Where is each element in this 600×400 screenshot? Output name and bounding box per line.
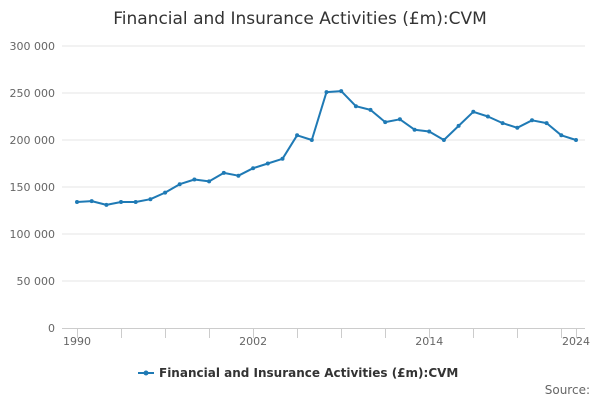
data-point[interactable] bbox=[133, 200, 138, 204]
legend-label: Financial and Insurance Activities (£m):… bbox=[159, 366, 458, 380]
data-point[interactable] bbox=[544, 121, 549, 126]
x-tick-label: 2014 bbox=[415, 335, 443, 348]
data-point[interactable] bbox=[192, 177, 197, 182]
legend[interactable]: Financial and Insurance Activities (£m):… bbox=[138, 366, 458, 380]
data-point[interactable] bbox=[530, 118, 534, 123]
data-point[interactable] bbox=[574, 138, 578, 142]
y-tick-label: 250 000 bbox=[10, 87, 56, 100]
data-point[interactable] bbox=[324, 90, 329, 95]
data-point[interactable] bbox=[397, 117, 402, 122]
data-point[interactable] bbox=[280, 156, 285, 161]
data-point[interactable] bbox=[148, 197, 153, 202]
data-point[interactable] bbox=[177, 182, 182, 187]
data-point[interactable] bbox=[368, 107, 373, 112]
y-tick-label: 50 000 bbox=[17, 275, 56, 288]
x-tick-label: 1990 bbox=[63, 335, 91, 348]
data-point[interactable] bbox=[515, 125, 520, 130]
x-axis-ticks bbox=[77, 328, 577, 338]
data-point[interactable] bbox=[295, 133, 300, 138]
data-point[interactable] bbox=[427, 129, 432, 134]
data-point[interactable] bbox=[456, 123, 461, 128]
y-tick-label: 150 000 bbox=[10, 181, 56, 194]
y-axis-labels: 0 50 000 100 000 150 000 200 000 250 000 300 0… bbox=[10, 40, 56, 335]
data-point[interactable] bbox=[485, 114, 490, 119]
data-point[interactable] bbox=[471, 109, 476, 114]
data-point[interactable] bbox=[221, 170, 226, 175]
data-point[interactable] bbox=[251, 166, 256, 171]
legend-marker bbox=[143, 370, 149, 376]
data-point[interactable] bbox=[89, 199, 94, 204]
y-tick-label: 100 000 bbox=[10, 228, 56, 241]
data-point[interactable] bbox=[441, 138, 446, 142]
data-point[interactable] bbox=[500, 121, 505, 126]
source-label: Source: bbox=[545, 383, 590, 397]
data-point[interactable] bbox=[104, 202, 109, 207]
data-point[interactable] bbox=[559, 133, 564, 138]
y-tick-label: 300 000 bbox=[10, 40, 56, 53]
x-tick-label: 2002 bbox=[239, 335, 267, 348]
x-tick-label: 2024 bbox=[562, 335, 590, 348]
data-point[interactable] bbox=[309, 138, 314, 142]
data-point[interactable] bbox=[75, 200, 79, 204]
y-tick-label: 0 bbox=[48, 322, 55, 335]
data-point[interactable] bbox=[119, 200, 123, 204]
data-point[interactable] bbox=[163, 190, 168, 195]
data-point[interactable] bbox=[265, 161, 270, 166]
data-point[interactable] bbox=[207, 179, 212, 184]
data-point[interactable] bbox=[383, 120, 388, 125]
data-point[interactable] bbox=[412, 127, 417, 132]
series-group bbox=[75, 89, 578, 207]
x-axis-labels: 1990 2002 2014 2024 bbox=[63, 335, 590, 348]
chart-title: Financial and Insurance Activities (£m):… bbox=[113, 9, 487, 29]
data-point[interactable] bbox=[236, 173, 241, 178]
y-tick-label: 200 000 bbox=[10, 134, 56, 147]
data-point[interactable] bbox=[339, 89, 344, 94]
grid bbox=[62, 45, 585, 282]
data-point[interactable] bbox=[353, 104, 358, 109]
series-line bbox=[76, 90, 577, 206]
